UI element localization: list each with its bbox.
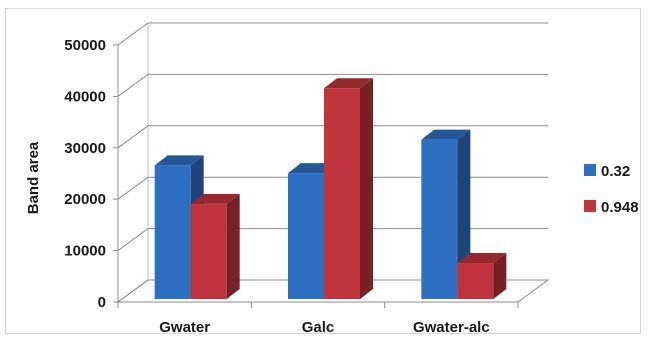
gridline-1	[117, 228, 548, 252]
x-tick-label-1: Galc	[302, 319, 335, 336]
legend-label-0: 0.32	[601, 163, 630, 180]
bar-top	[457, 253, 507, 264]
bar-top	[324, 78, 373, 89]
bar-galc-0_948	[324, 78, 373, 299]
bar-top	[421, 129, 471, 140]
y-tick-label-4: 40000	[64, 88, 106, 105]
bar-gwater-alc-0_948	[457, 253, 507, 299]
x-tick-label-0: Gwater	[159, 319, 210, 336]
y-axis-ticks: 0 10000 20000 30000 40000 50000	[64, 37, 118, 311]
bar-side	[226, 193, 240, 299]
bar-top	[154, 155, 204, 166]
y-tick-label-3: 30000	[64, 140, 106, 157]
bar-side	[360, 78, 373, 299]
gridline-3	[117, 125, 548, 149]
y-tick-label-5: 50000	[64, 37, 106, 54]
legend-swatch-0	[584, 164, 596, 176]
y-tick-label-1: 10000	[64, 243, 106, 260]
gridline-4	[117, 73, 548, 97]
y-tick-label-0: 0	[98, 294, 106, 311]
x-tick-label-2: Gwater-alc	[413, 319, 490, 336]
y-tick-label-2: 20000	[64, 191, 106, 208]
bar-top	[190, 193, 240, 204]
bar-front	[190, 203, 227, 299]
bar-gwater-alc-0_32	[421, 129, 471, 299]
bar-side	[493, 253, 507, 299]
bar-front	[154, 165, 191, 299]
x-axis-ticks: Gwater Galc Gwater-alc	[117, 302, 519, 336]
gridline-0	[117, 279, 548, 303]
legend-swatch-1	[584, 200, 596, 212]
y-axis-label: Band area	[25, 141, 42, 214]
bar-gwater-0_948	[190, 193, 240, 299]
bar-front	[324, 88, 360, 299]
legend: 0.32 0.948	[584, 163, 639, 216]
bar-front	[288, 173, 324, 299]
bar-front	[457, 263, 494, 299]
bar-front	[421, 139, 458, 299]
gridlines	[117, 22, 548, 303]
legend-label-1: 0.948	[601, 199, 639, 216]
gridline-2	[117, 176, 548, 200]
gridline-5	[117, 22, 548, 46]
bars	[154, 78, 507, 299]
